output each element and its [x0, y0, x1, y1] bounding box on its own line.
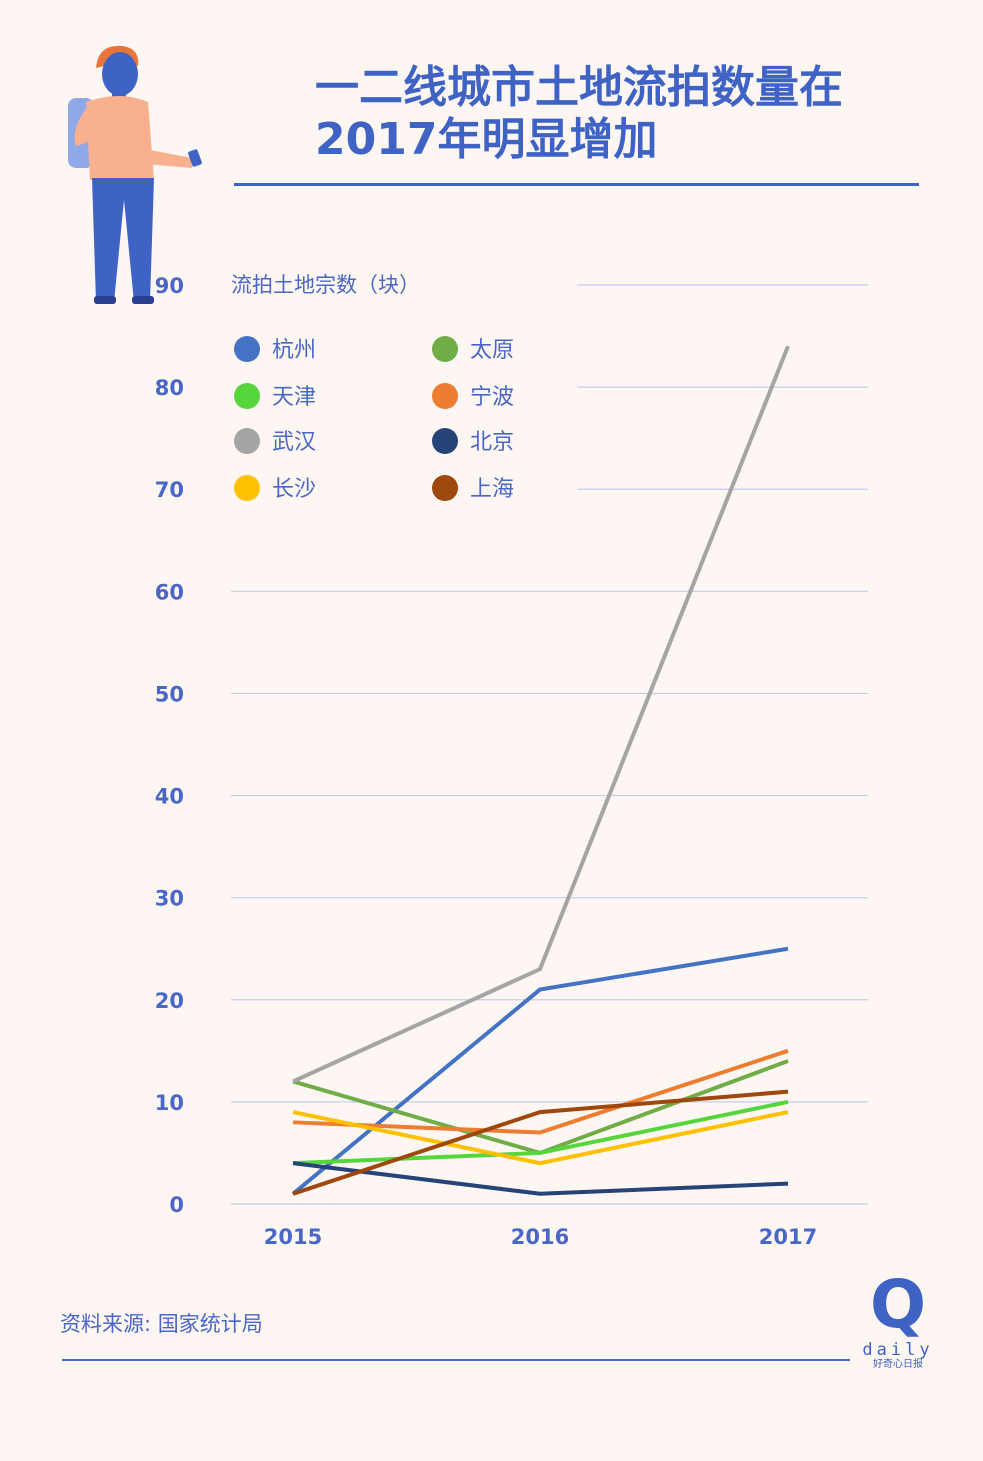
y-tick-label: 40: [155, 785, 184, 809]
legend-marker-1: [432, 336, 458, 362]
series-line-6: [292, 1110, 789, 1166]
legend-label-7: 上海: [470, 477, 514, 502]
x-tick-label: 2017: [759, 1225, 817, 1249]
x-axis-ticks: 2015 2016 2017: [264, 1225, 817, 1249]
legend-marker-3: [432, 383, 458, 409]
legend-marker-2: [234, 383, 260, 409]
series-lines: [291, 345, 790, 1196]
x-tick-label: 2015: [264, 1225, 322, 1249]
series-line-5: [292, 1161, 789, 1196]
y-tick-label: 80: [155, 376, 184, 400]
series-line-2: [292, 1099, 789, 1166]
chart-title: 一二线城市土地流拍数量在 2017年明显增加: [315, 62, 843, 165]
logo-q: Q: [869, 1266, 927, 1343]
series-line-4: [292, 345, 790, 1084]
logo-word: daily: [862, 1340, 934, 1360]
y-tick-label: 0: [169, 1193, 184, 1217]
y-axis-ticks: 0 10 20 30 40 50 60 70 80 90: [155, 274, 184, 1217]
person-illustration: [68, 45, 202, 304]
legend-label-4: 武汉: [272, 430, 316, 455]
y-tick-label: 90: [155, 274, 184, 298]
legend-label-3: 宁波: [470, 385, 514, 410]
series-line-0: [291, 946, 789, 1196]
legend-marker-5: [432, 428, 458, 454]
footer-divider: [62, 1359, 850, 1361]
qdaily-logo: Q daily 好奇心日报: [862, 1268, 934, 1378]
legend-label-1: 太原: [470, 338, 514, 363]
line-chart: 0 10 20 30 40 50 60 70 80 90 2015 2016 2017 流拍土地宗数（…: [155, 273, 868, 1249]
legend-marker-6: [234, 475, 260, 501]
legend-marker-4: [234, 428, 260, 454]
logo-sub: 好奇心日报: [873, 1359, 923, 1370]
legend-label-5: 北京: [470, 430, 514, 455]
legend-marker-7: [432, 475, 458, 501]
series-line-7: [292, 1089, 789, 1196]
y-tick-label: 70: [155, 478, 184, 502]
series-line-3: [292, 1048, 789, 1135]
x-tick-label: 2016: [511, 1225, 569, 1249]
legend-label-6: 长沙: [272, 477, 316, 502]
legend-label-2: 天津: [272, 385, 316, 410]
y-tick-label: 50: [155, 682, 184, 706]
y-tick-label: 30: [155, 887, 184, 911]
y-tick-label: 60: [155, 580, 184, 604]
grid-lines: [231, 284, 868, 1205]
y-axis-label: 流拍土地宗数（块）: [231, 273, 420, 297]
y-tick-label: 20: [155, 989, 184, 1013]
legend-label-0: 杭州: [272, 338, 316, 363]
source-note: 资料来源: 国家统计局: [60, 1312, 263, 1336]
legend-marker-0: [234, 336, 260, 362]
title-divider: [234, 183, 919, 186]
y-tick-label: 10: [155, 1091, 184, 1115]
